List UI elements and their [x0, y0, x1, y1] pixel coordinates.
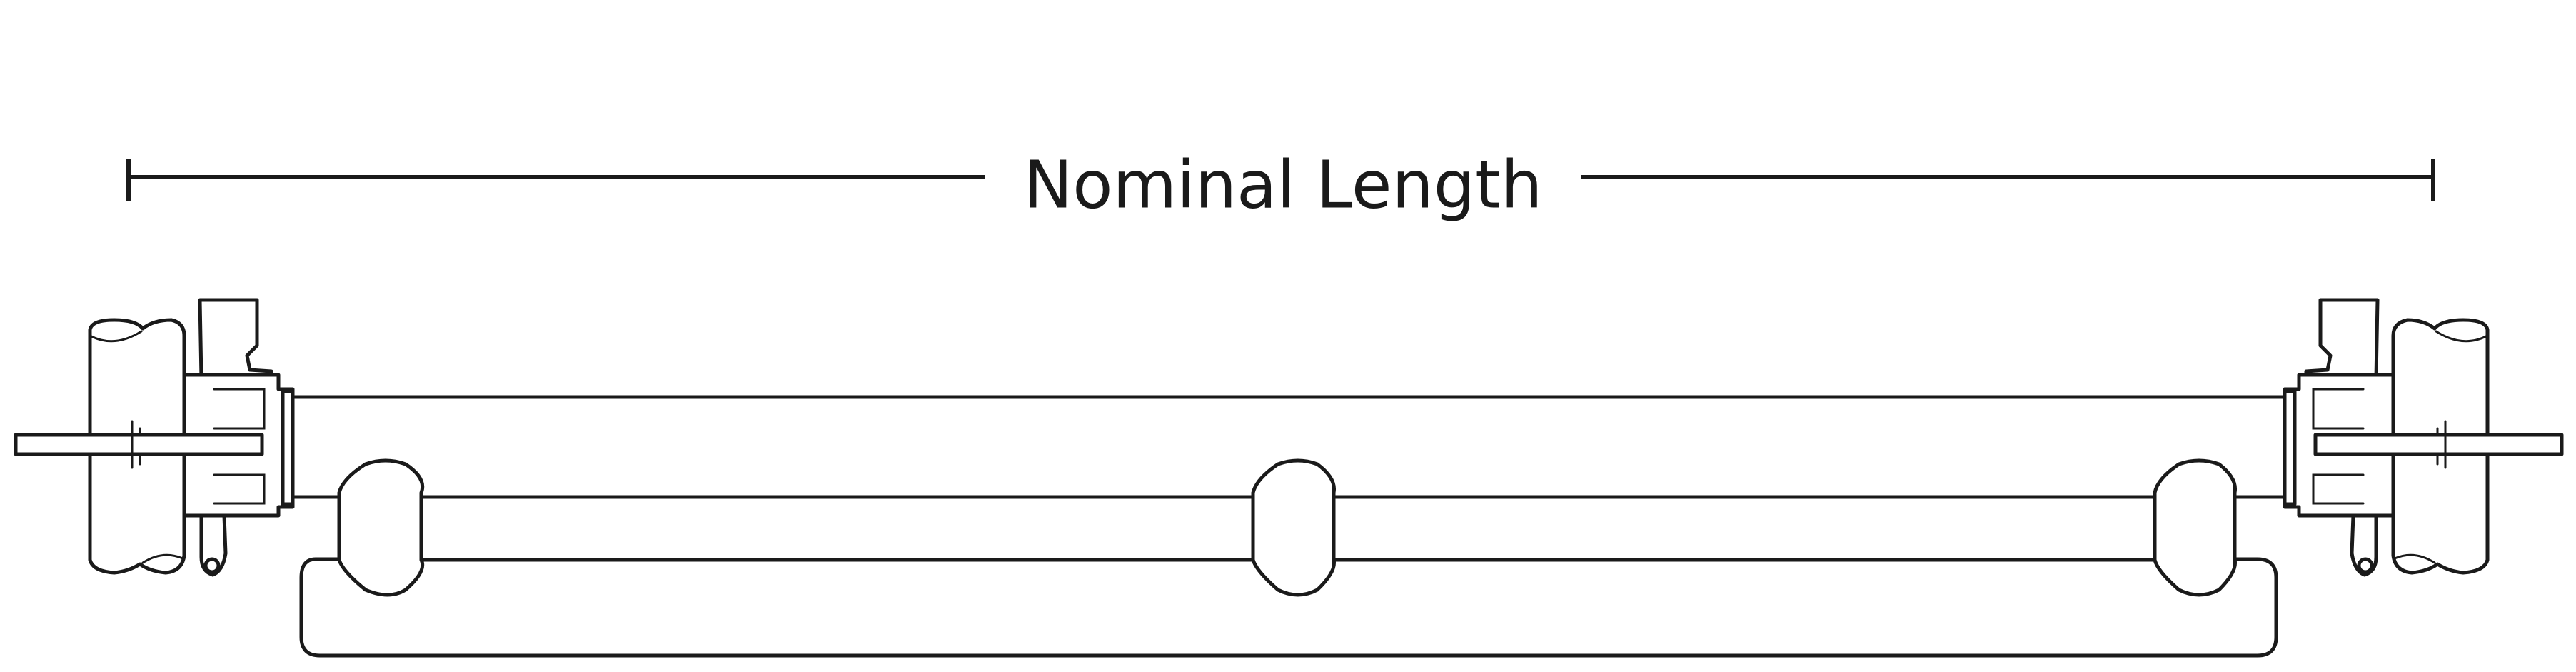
bottom-loop-rail — [299, 557, 2278, 658]
left-knurl — [281, 389, 295, 506]
left-latch — [198, 298, 273, 381]
lower-tube-left — [418, 495, 1264, 562]
right-lower-pin — [2357, 557, 2374, 574]
left-rod — [14, 433, 264, 456]
right-end-assembly — [2283, 298, 2564, 577]
right-knurl — [2283, 389, 2297, 506]
dimension-line: Nominal Length — [126, 146, 2435, 223]
dimension-label: Nominal Length — [1023, 146, 1542, 223]
coupler-right — [2153, 458, 2238, 597]
lower-tube-right — [1332, 495, 2157, 562]
right-rod — [2313, 433, 2564, 456]
left-end-assembly — [14, 298, 295, 577]
left-lower-pin — [203, 557, 221, 574]
right-latch — [2304, 298, 2380, 381]
coupler-center — [1251, 458, 1337, 597]
coupler-left — [337, 458, 425, 597]
